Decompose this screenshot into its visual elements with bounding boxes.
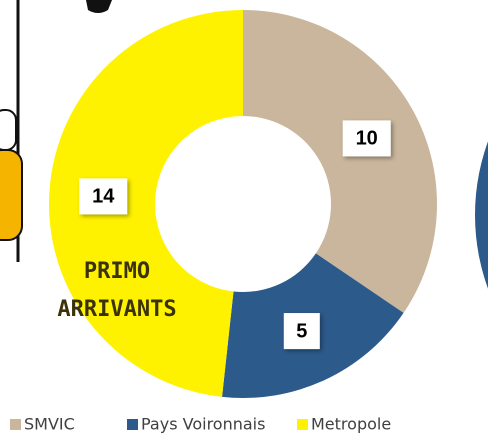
value-label: 5: [296, 320, 307, 342]
legend-swatch: [297, 419, 308, 430]
decor-shape: [86, 0, 112, 13]
legend-swatch: [10, 419, 21, 430]
decor-shape: [475, 0, 488, 430]
decor-shape: [0, 110, 16, 150]
legend: SMVIC Pays Voironnais Metropole: [10, 415, 391, 434]
chart: 10 5 14 PRIMO ARRIVANTS SMVIC Pays Voironnais…: [0, 0, 488, 438]
legend-label: Pays Voironnais: [141, 415, 265, 434]
legend-swatch: [127, 419, 138, 430]
annotation: PRIMO: [84, 259, 150, 284]
legend-label: Metropole: [311, 415, 391, 434]
donut-slice: [243, 10, 437, 313]
donut-slice: [49, 10, 243, 397]
decor-shape: [0, 150, 22, 240]
value-label: 10: [356, 128, 378, 150]
annotation: ARRIVANTS: [57, 297, 176, 322]
value-label: 14: [92, 186, 115, 208]
donut: 10 5 14 PRIMO ARRIVANTS: [49, 10, 437, 398]
legend-label: SMVIC: [24, 415, 75, 434]
